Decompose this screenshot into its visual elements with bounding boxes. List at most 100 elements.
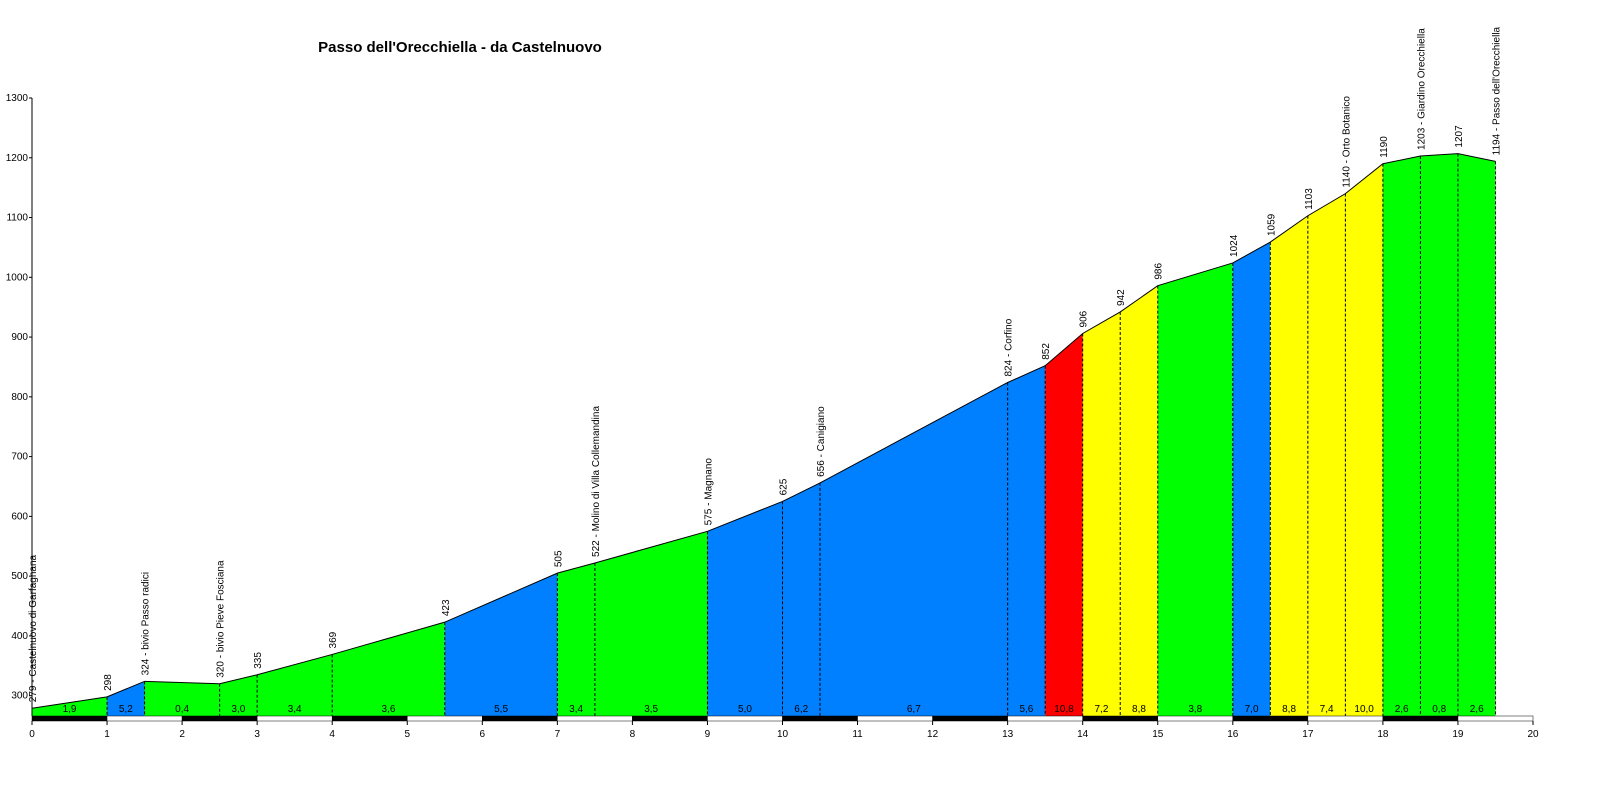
km-band xyxy=(482,715,558,722)
x-tick-label: 19 xyxy=(1452,729,1464,740)
km-band xyxy=(256,715,333,722)
elevation-label: 1024 xyxy=(1229,234,1240,257)
km-band xyxy=(1007,715,1083,722)
elevation-label: 369 xyxy=(328,631,339,648)
elevation-label: 852 xyxy=(1041,343,1052,360)
gradient-label: 8,8 xyxy=(1282,704,1296,715)
x-tick-label: 10 xyxy=(777,729,789,740)
gradient-label: 2,6 xyxy=(1470,704,1484,715)
y-tick-label: 600 xyxy=(11,511,28,522)
elevation-label: 625 xyxy=(779,478,790,495)
gradient-label: 0,4 xyxy=(175,704,189,715)
gradient-label: 7,2 xyxy=(1095,704,1109,715)
y-tick-label: 300 xyxy=(11,691,28,702)
x-tick-label: 8 xyxy=(630,729,636,740)
gradient-segment xyxy=(820,382,1008,716)
gradient-label: 1,9 xyxy=(63,704,77,715)
gradient-segment xyxy=(1007,365,1046,716)
x-tick-label: 15 xyxy=(1152,729,1164,740)
gradient-label: 3,0 xyxy=(231,704,245,715)
x-tick-label: 16 xyxy=(1227,729,1239,740)
x-tick-label: 11 xyxy=(852,729,863,740)
elevation-label: 1207 xyxy=(1454,125,1465,148)
gradient-segment xyxy=(444,573,558,716)
gradient-segment xyxy=(782,482,821,716)
km-band xyxy=(707,715,783,722)
gradient-segment xyxy=(1345,163,1383,716)
gradient-segment xyxy=(1420,153,1458,717)
gradient-label: 7,4 xyxy=(1320,704,1334,715)
gradient-label: 10,8 xyxy=(1054,704,1074,715)
elevation-label: 1103 xyxy=(1304,188,1315,210)
y-tick-label: 700 xyxy=(11,452,28,463)
x-tick-label: 12 xyxy=(927,729,939,740)
gradient-label: 3,8 xyxy=(1188,704,1202,715)
x-tick-label: 3 xyxy=(254,729,260,740)
gradient-label: 7,0 xyxy=(1245,704,1259,715)
elevation-label: 335 xyxy=(253,652,264,669)
gradient-segment xyxy=(707,501,783,716)
elevation-label: 656 - Canigiano xyxy=(816,406,827,477)
elevation-label: 505 xyxy=(553,550,564,567)
km-band xyxy=(407,715,483,722)
gradient-segment xyxy=(107,681,145,716)
y-tick-label: 800 xyxy=(11,392,28,403)
x-tick-label: 14 xyxy=(1077,729,1089,740)
gradient-label: 0,8 xyxy=(1432,704,1446,715)
y-tick-label: 900 xyxy=(11,332,28,343)
km-band xyxy=(1382,715,1459,722)
y-tick-label: 400 xyxy=(11,631,28,642)
gradient-segment xyxy=(594,531,708,716)
elevation-label: 324 - bivio Passo radici xyxy=(141,572,152,675)
km-band xyxy=(557,715,633,722)
gradient-segment xyxy=(32,696,108,716)
gradient-label: 6,2 xyxy=(794,704,808,715)
km-band xyxy=(1232,715,1309,722)
km-band xyxy=(1157,715,1234,722)
km-band xyxy=(106,715,183,722)
x-tick-label: 6 xyxy=(480,729,486,740)
km-band xyxy=(932,715,1008,722)
gradient-segment xyxy=(557,562,595,716)
gradient-label: 6,7 xyxy=(907,704,921,715)
elevation-label: 906 xyxy=(1079,310,1090,327)
elevation-label: 1190 xyxy=(1379,136,1390,158)
gradient-segment xyxy=(332,622,445,716)
elevation-label: 423 xyxy=(441,599,452,616)
gradient-label: 5,2 xyxy=(119,704,133,715)
gradient-label: 10,0 xyxy=(1354,704,1374,715)
gradient-label: 3,5 xyxy=(644,704,658,715)
gradient-label: 2,6 xyxy=(1395,704,1409,715)
y-tick-label: 1200 xyxy=(6,153,29,164)
gradient-segment xyxy=(1382,155,1421,716)
x-tick-label: 0 xyxy=(29,729,35,740)
elevation-label: 279 - Castelnuovo di Garfagnana xyxy=(28,554,39,702)
km-band xyxy=(31,715,108,722)
km-band xyxy=(1457,715,1534,722)
chart-title: Passo dell'Orecchiella - da Castelnuovo xyxy=(318,39,602,56)
gradient-label: 5,5 xyxy=(494,704,508,715)
x-tick-label: 17 xyxy=(1302,729,1314,740)
km-band xyxy=(1307,715,1384,722)
elevation-label: 1059 xyxy=(1266,213,1277,236)
y-tick-label: 1000 xyxy=(6,272,29,283)
gradient-label: 3,4 xyxy=(569,704,583,715)
gradient-segment xyxy=(1307,193,1346,716)
km-band xyxy=(857,715,933,722)
elevation-label: 1194 - Passo dell'Orecchiella xyxy=(1491,26,1502,155)
elevation-label: 1203 - Giardino Orecchiella xyxy=(1416,28,1427,150)
gradient-segment xyxy=(1045,333,1083,716)
elevation-label: 824 - Corfino xyxy=(1004,318,1015,376)
x-tick-label: 13 xyxy=(1002,729,1014,740)
y-tick-label: 500 xyxy=(11,571,28,582)
gradient-segment xyxy=(144,681,220,716)
gradient-label: 3,6 xyxy=(382,704,396,715)
gradient-label: 5,0 xyxy=(738,704,752,715)
km-band xyxy=(1082,715,1158,722)
km-band xyxy=(331,715,408,722)
gradient-segment xyxy=(1082,311,1121,716)
km-band xyxy=(632,715,708,722)
gradient-label: 3,4 xyxy=(288,704,302,715)
